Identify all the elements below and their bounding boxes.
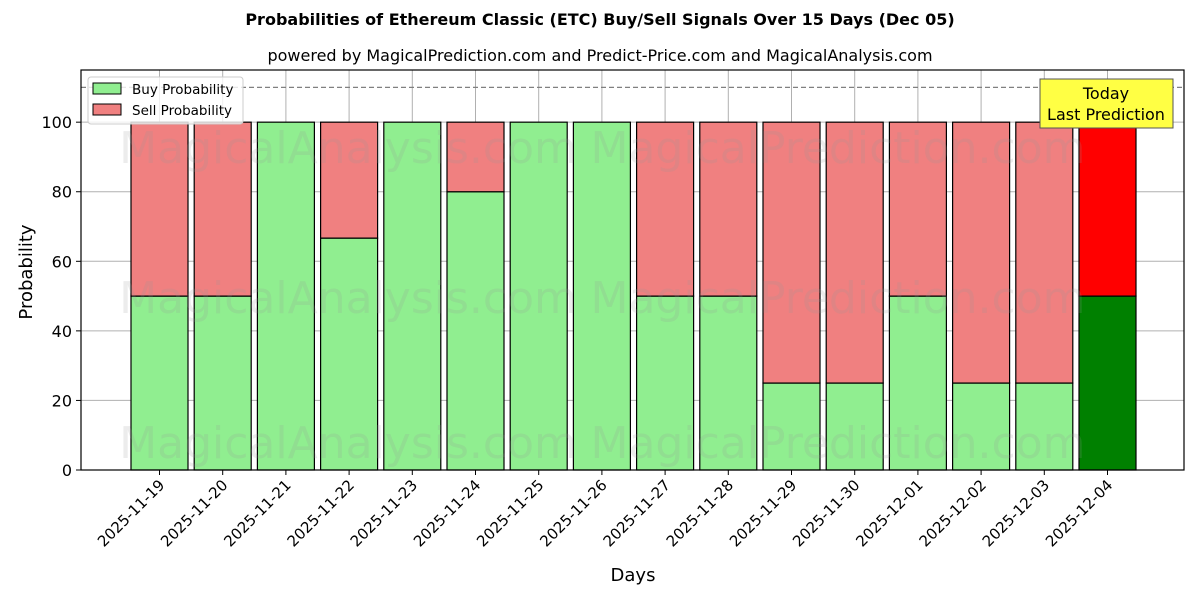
watermark-text: MagicalAnalysis.com	[119, 123, 577, 174]
buy-bar	[572, 121, 632, 471]
chart-title: Probabilities of Ethereum Classic (ETC) …	[245, 10, 955, 29]
y-tick-label: 20	[52, 391, 72, 410]
x-tick-label: 2025-11-26	[536, 476, 610, 550]
buy-bar	[699, 295, 758, 471]
x-tick-label: 2025-11-19	[94, 476, 168, 550]
buy-bar	[383, 121, 442, 471]
plot-frame	[80, 69, 1185, 471]
watermark-text: MagicalPrediction.com	[591, 273, 1086, 324]
y-axis-label: Probability	[16, 224, 37, 319]
legend-label-buy: Buy Probability	[132, 82, 233, 98]
x-tick-label: 2025-11-23	[347, 476, 421, 550]
x-tick-label: 2025-11-25	[473, 476, 547, 550]
watermark-text: MagicalAnalysis.com	[119, 418, 577, 469]
sell-bar	[825, 121, 884, 384]
sell-bar	[320, 121, 379, 239]
y-tick-label: 80	[52, 183, 72, 202]
sell-bar	[699, 121, 758, 297]
x-tick-label: 2025-11-28	[663, 476, 737, 550]
sell-bar	[1015, 121, 1074, 384]
annotation-box	[1039, 78, 1174, 129]
x-tick-label: 2025-12-02	[916, 476, 990, 550]
annotation-line2: Last Prediction	[1047, 105, 1165, 124]
buy-bar	[1078, 295, 1137, 471]
x-tick-label: 2025-11-22	[284, 476, 358, 550]
x-tick-label: 2025-12-01	[852, 476, 926, 550]
sell-bar	[635, 121, 695, 297]
sell-bar	[1078, 121, 1137, 297]
x-tick-label: 2025-12-03	[979, 476, 1053, 550]
legend-swatch-sell	[92, 103, 122, 116]
legend-swatch-buy	[92, 82, 122, 95]
x-tick-label: 2025-12-04	[1042, 476, 1116, 550]
annotation-line1: Today	[1082, 84, 1129, 103]
watermark-text: MagicalPrediction.com	[591, 123, 1086, 174]
sell-bar	[193, 121, 252, 297]
sell-bar	[446, 121, 505, 193]
y-tick-label: 60	[52, 252, 72, 271]
x-tick-label: 2025-11-21	[220, 476, 294, 550]
buy-bar	[951, 382, 1011, 471]
buy-bar	[130, 295, 189, 471]
x-tick-label: 2025-11-29	[726, 476, 800, 550]
buy-bar	[635, 295, 695, 471]
buy-bar	[1015, 382, 1074, 471]
watermark-text: MagicalPrediction.com	[591, 418, 1086, 469]
watermark-text: MagicalAnalysis.com	[119, 273, 577, 324]
x-tick-label: 2025-11-24	[410, 476, 484, 550]
x-tick-label: 2025-11-27	[600, 476, 674, 550]
sell-bar	[888, 121, 948, 297]
y-tick-label: 40	[52, 322, 72, 341]
y-tick-label: 0	[62, 461, 72, 480]
sell-bar	[951, 121, 1011, 384]
legend-label-sell: Sell Probability	[132, 103, 232, 119]
x-tick-label: 2025-11-30	[789, 476, 863, 550]
sell-bar	[762, 121, 821, 384]
x-tick-label: 2025-11-20	[157, 476, 231, 550]
y-tick-label: 100	[41, 113, 72, 132]
buy-bar	[825, 382, 884, 471]
chart-subtitle: powered by MagicalPrediction.com and Pre…	[267, 46, 933, 65]
buy-bar	[320, 237, 379, 471]
legend-box	[87, 76, 244, 125]
x-axis-label: Days	[611, 565, 656, 586]
buy-bar	[509, 121, 568, 471]
buy-bar	[762, 382, 821, 471]
buy-bar	[888, 295, 948, 471]
